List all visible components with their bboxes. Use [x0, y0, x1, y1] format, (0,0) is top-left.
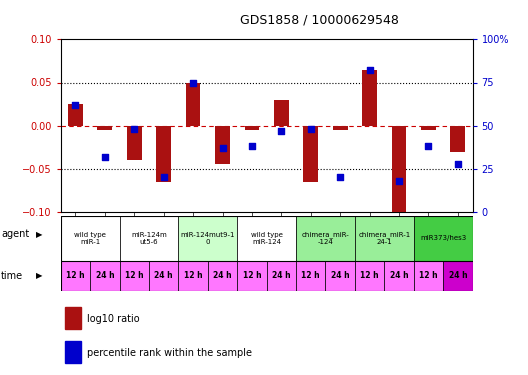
Bar — [119, 216, 178, 261]
Text: percentile rank within the sample: percentile rank within the sample — [88, 348, 252, 358]
Point — [277, 128, 286, 134]
Text: chimera_miR-
-124: chimera_miR- -124 — [301, 231, 350, 245]
Bar — [90, 261, 119, 291]
Text: 12 h: 12 h — [360, 271, 379, 280]
Bar — [362, 70, 377, 126]
Point — [248, 143, 256, 149]
Bar — [414, 261, 443, 291]
Bar — [208, 261, 237, 291]
Bar — [68, 104, 83, 126]
Bar — [215, 126, 230, 164]
Text: 24 h: 24 h — [96, 271, 114, 280]
Bar — [296, 261, 325, 291]
Bar — [392, 126, 407, 212]
Bar — [384, 261, 414, 291]
Bar — [421, 126, 436, 130]
Bar — [149, 261, 178, 291]
Point — [71, 102, 80, 108]
Bar — [325, 261, 355, 291]
Text: 12 h: 12 h — [125, 271, 144, 280]
Point — [189, 80, 197, 86]
Text: 12 h: 12 h — [184, 271, 202, 280]
Bar — [267, 261, 296, 291]
Point — [454, 160, 462, 166]
Text: 12 h: 12 h — [66, 271, 84, 280]
Point — [101, 154, 109, 160]
Text: wild type
miR-1: wild type miR-1 — [74, 232, 106, 244]
Bar — [296, 216, 355, 261]
Point — [159, 174, 168, 180]
Bar — [65, 308, 81, 329]
Text: agent: agent — [1, 230, 30, 239]
Bar — [355, 261, 384, 291]
Bar — [119, 261, 149, 291]
Point — [130, 126, 138, 132]
Bar — [98, 126, 112, 130]
Bar — [244, 126, 259, 130]
Text: ▶: ▶ — [36, 230, 42, 239]
Text: miR-124mut9-1
0: miR-124mut9-1 0 — [181, 232, 235, 244]
Bar — [61, 216, 119, 261]
Text: chimera_miR-1
24-1: chimera_miR-1 24-1 — [358, 231, 410, 245]
Text: 24 h: 24 h — [331, 271, 350, 280]
Text: wild type
miR-124: wild type miR-124 — [251, 232, 282, 244]
Text: 24 h: 24 h — [154, 271, 173, 280]
Bar — [186, 82, 201, 126]
Text: 24 h: 24 h — [272, 271, 290, 280]
Text: 12 h: 12 h — [419, 271, 438, 280]
Text: miR-124m
ut5-6: miR-124m ut5-6 — [131, 232, 167, 244]
Bar — [65, 341, 81, 363]
Bar — [333, 126, 347, 130]
Bar — [237, 216, 296, 261]
Point — [424, 143, 432, 149]
Bar — [178, 261, 208, 291]
Point — [307, 126, 315, 132]
Point — [218, 145, 227, 151]
Bar — [443, 261, 473, 291]
Bar — [178, 216, 237, 261]
Bar — [355, 216, 414, 261]
Bar — [237, 261, 267, 291]
Bar — [156, 126, 171, 182]
Text: 12 h: 12 h — [301, 271, 320, 280]
Text: miR373/hes3: miR373/hes3 — [420, 235, 466, 241]
Text: ▶: ▶ — [36, 271, 42, 280]
Text: time: time — [1, 271, 23, 280]
Point — [336, 174, 344, 180]
Text: 24 h: 24 h — [449, 271, 467, 280]
Text: log10 ratio: log10 ratio — [88, 314, 140, 324]
Bar — [414, 216, 473, 261]
Bar — [274, 100, 289, 126]
Point — [395, 178, 403, 184]
Text: 24 h: 24 h — [213, 271, 232, 280]
Bar — [61, 261, 90, 291]
Text: 24 h: 24 h — [390, 271, 408, 280]
Bar — [127, 126, 142, 160]
Point — [365, 68, 374, 74]
Bar — [450, 126, 465, 152]
Text: GDS1858 / 10000629548: GDS1858 / 10000629548 — [240, 13, 399, 26]
Text: 12 h: 12 h — [243, 271, 261, 280]
Bar — [304, 126, 318, 182]
